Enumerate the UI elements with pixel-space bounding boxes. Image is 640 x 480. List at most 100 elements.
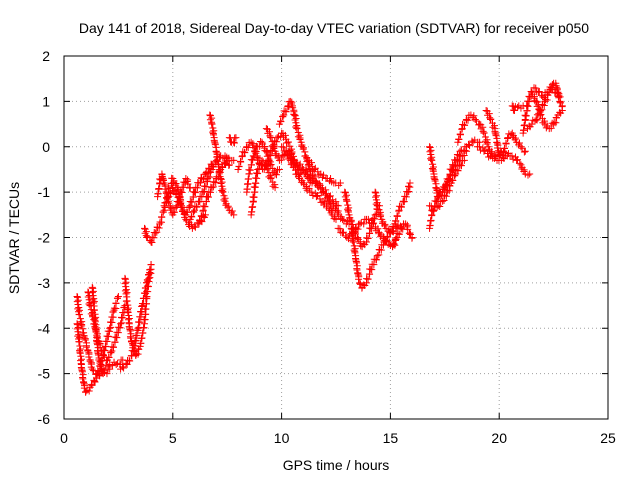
data-point xyxy=(190,222,198,230)
data-point xyxy=(90,306,98,314)
data-point xyxy=(220,196,228,204)
data-point xyxy=(339,215,347,223)
data-point xyxy=(535,88,543,96)
data-point xyxy=(352,257,360,265)
data-point xyxy=(344,207,352,215)
y-tick-label: -4 xyxy=(38,320,51,336)
data-point xyxy=(480,129,488,137)
data-point xyxy=(241,149,249,157)
data-point xyxy=(85,353,93,361)
data-point xyxy=(528,120,536,128)
data-point xyxy=(182,175,190,183)
data-point xyxy=(323,201,331,209)
data-point xyxy=(209,129,217,137)
data-point xyxy=(95,356,103,364)
data-point xyxy=(540,101,548,109)
data-point xyxy=(355,275,363,283)
data-point xyxy=(429,207,437,215)
data-point xyxy=(557,99,565,107)
data-point xyxy=(225,161,233,169)
data-point xyxy=(126,357,134,365)
data-points xyxy=(73,79,566,396)
data-point xyxy=(85,300,93,308)
data-point xyxy=(172,180,180,188)
data-point xyxy=(190,208,198,216)
data-point xyxy=(402,220,410,228)
data-point xyxy=(334,207,342,215)
data-point xyxy=(510,106,518,114)
data-point xyxy=(105,354,113,362)
data-point xyxy=(137,339,145,347)
data-point xyxy=(305,184,313,192)
data-point xyxy=(106,324,114,332)
data-point xyxy=(516,159,524,167)
data-point xyxy=(191,223,199,231)
data-point xyxy=(514,103,522,111)
data-point xyxy=(118,363,126,371)
data-point xyxy=(370,219,378,227)
data-point xyxy=(472,117,480,125)
data-point xyxy=(74,332,82,340)
data-point xyxy=(258,138,266,146)
data-point xyxy=(275,165,283,173)
data-point xyxy=(91,378,99,386)
data-point xyxy=(327,175,335,183)
data-point xyxy=(201,211,209,219)
data-point xyxy=(155,224,163,232)
data-point xyxy=(143,276,151,284)
data-point xyxy=(123,297,131,305)
data-point xyxy=(237,158,245,166)
data-point xyxy=(475,143,483,151)
data-point xyxy=(94,347,102,355)
data-point xyxy=(214,156,222,164)
x-tick-label: 15 xyxy=(383,430,399,446)
data-point xyxy=(77,357,85,365)
data-point xyxy=(489,154,497,162)
data-point xyxy=(429,166,437,174)
data-point xyxy=(114,294,122,302)
data-point xyxy=(347,216,355,224)
data-point xyxy=(460,156,468,164)
data-point xyxy=(134,324,142,332)
data-point xyxy=(139,294,147,302)
data-point xyxy=(211,139,219,147)
data-point xyxy=(290,162,298,170)
data-point xyxy=(451,172,459,180)
y-tick-label: 1 xyxy=(42,93,50,109)
data-point xyxy=(243,143,251,151)
data-point xyxy=(267,133,275,141)
data-point xyxy=(146,266,154,274)
data-point xyxy=(88,381,96,389)
data-point xyxy=(109,343,117,351)
data-point xyxy=(501,145,509,153)
data-point xyxy=(207,168,215,176)
data-point xyxy=(262,147,270,155)
data-point xyxy=(436,202,444,210)
data-point xyxy=(79,374,87,382)
data-point xyxy=(124,316,132,324)
data-point xyxy=(352,255,360,263)
data-point xyxy=(284,138,292,146)
data-point xyxy=(521,147,529,155)
data-point xyxy=(426,222,434,230)
data-point xyxy=(270,143,278,151)
data-point xyxy=(74,305,82,313)
data-point xyxy=(389,223,397,231)
data-point xyxy=(404,225,412,233)
data-point xyxy=(160,179,168,187)
data-point xyxy=(185,204,193,212)
data-point xyxy=(345,235,353,243)
data-point xyxy=(230,156,238,164)
data-point xyxy=(343,197,351,205)
data-point xyxy=(143,279,151,287)
data-point xyxy=(246,166,254,174)
x-tick-label: 20 xyxy=(491,430,507,446)
data-point xyxy=(449,177,457,185)
data-point xyxy=(293,124,301,132)
data-point xyxy=(558,102,566,110)
data-point xyxy=(292,123,300,131)
data-point xyxy=(254,165,262,173)
data-point xyxy=(341,188,349,196)
data-point xyxy=(455,135,463,143)
x-tick-label: 10 xyxy=(274,430,290,446)
